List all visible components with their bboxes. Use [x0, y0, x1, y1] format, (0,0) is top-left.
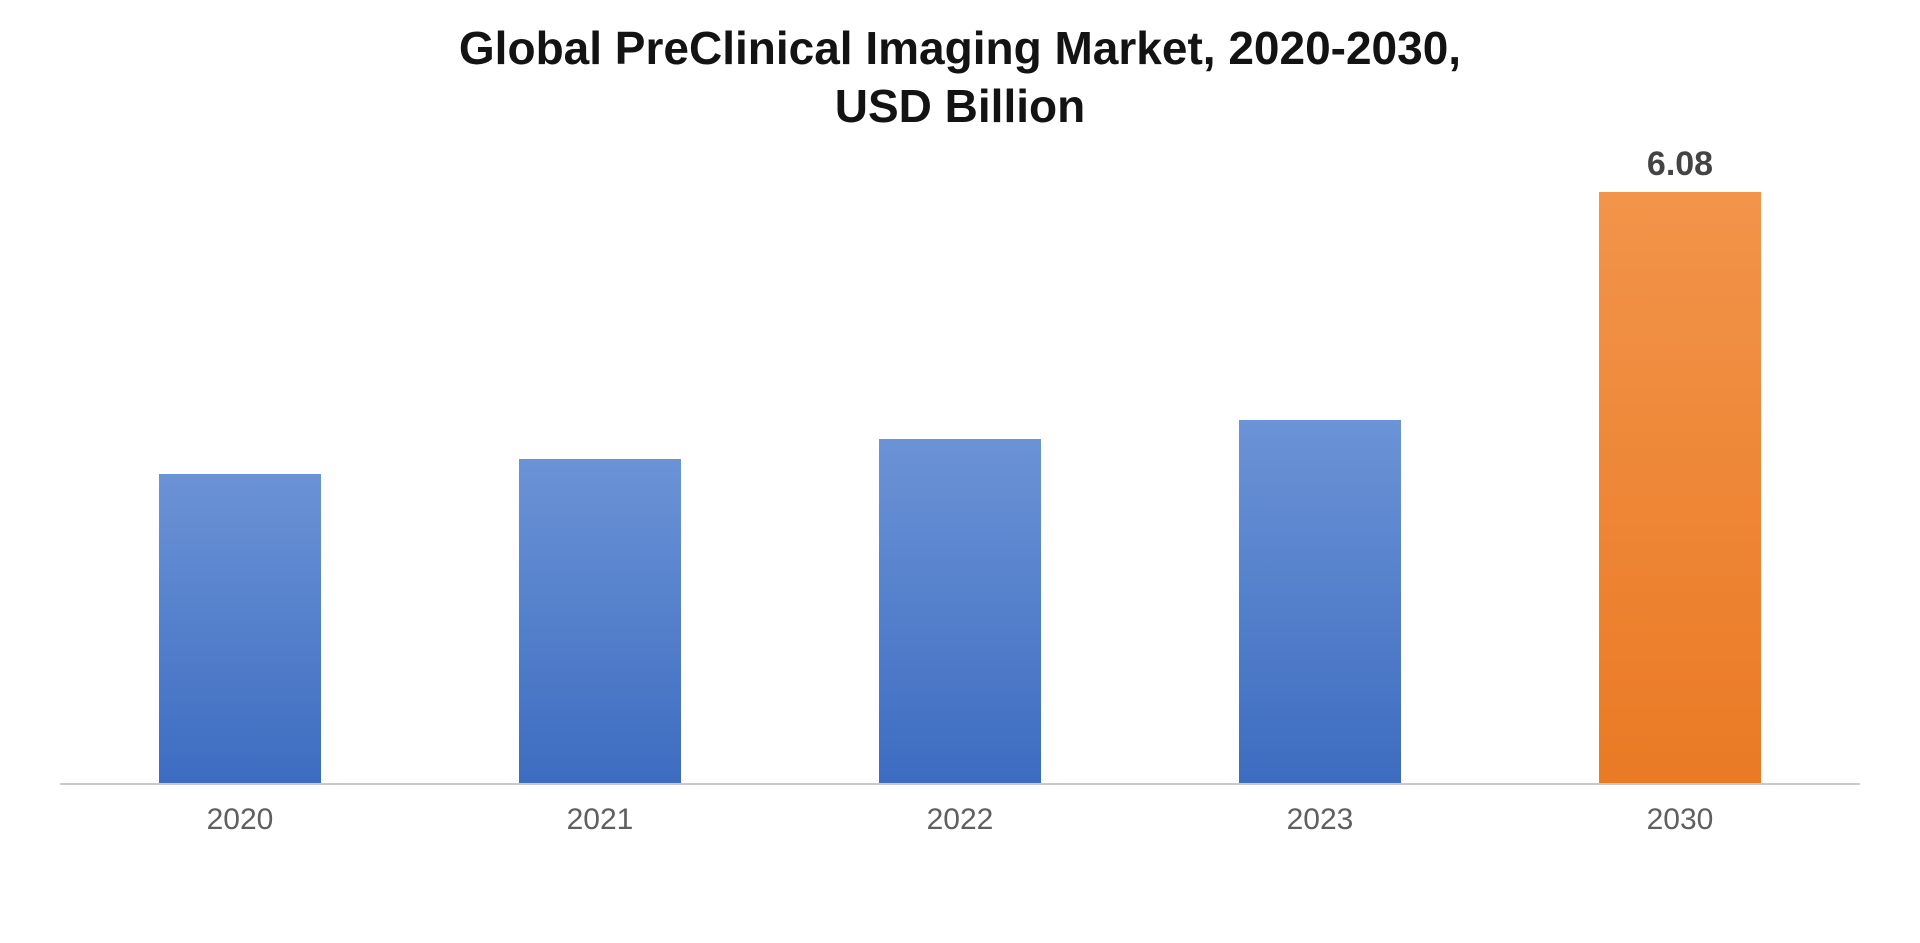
- chart-title: Global PreClinical Imaging Market, 2020-…: [60, 20, 1860, 135]
- bar-slot: [420, 145, 780, 783]
- bar: [519, 459, 681, 783]
- x-axis-label: 2020: [60, 803, 420, 837]
- x-axis-label: 2021: [420, 803, 780, 837]
- plot-area: 6.08 20202021202220232030: [60, 145, 1860, 837]
- x-axis-label: 2022: [780, 803, 1140, 837]
- bar-slot: [1140, 145, 1500, 783]
- bars-row: 6.08: [60, 145, 1860, 785]
- chart-title-line-2: USD Billion: [835, 80, 1085, 132]
- x-axis-label: 2030: [1500, 803, 1860, 837]
- x-axis-label: 2023: [1140, 803, 1500, 837]
- bar-value-label: 6.08: [1647, 145, 1713, 184]
- market-bar-chart: Global PreClinical Imaging Market, 2020-…: [0, 0, 1920, 877]
- x-axis-labels: 20202021202220232030: [60, 803, 1860, 837]
- bar-slot: 6.08: [1500, 145, 1860, 783]
- bar: [879, 439, 1041, 783]
- bar: [159, 474, 321, 783]
- bar: [1239, 420, 1401, 783]
- chart-title-line-1: Global PreClinical Imaging Market, 2020-…: [459, 22, 1461, 74]
- bar-slot: [780, 145, 1140, 783]
- bar-slot: [60, 145, 420, 783]
- bar: [1599, 192, 1761, 783]
